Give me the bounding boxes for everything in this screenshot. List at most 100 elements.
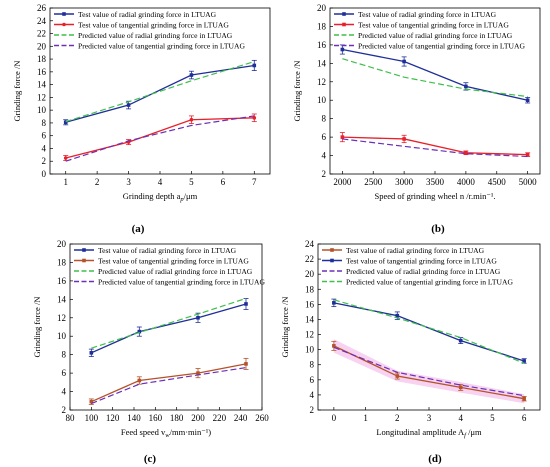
y-tick-label: 8 [322, 114, 327, 124]
data-point [252, 63, 257, 68]
series-line-3 [333, 346, 525, 397]
data-point [332, 344, 336, 348]
data-point [137, 329, 142, 334]
x-axis-label-unit: /μm [466, 427, 482, 437]
panel-label: (c) [144, 453, 157, 465]
y-tick-label: 18 [317, 21, 327, 31]
x-axis-label-sub: w [165, 432, 170, 439]
legend-marker [342, 22, 346, 27]
y-tick-label: 18 [57, 257, 67, 267]
x-axis-label-main: Grinding depth a [123, 191, 181, 201]
y-tick-label: 14 [305, 314, 315, 324]
legend-marker [62, 22, 66, 27]
y-tick-label: 2 [322, 169, 327, 179]
x-tick-label: 260 [255, 413, 269, 423]
x-tick-label: 160 [149, 413, 163, 423]
x-tick-label: 120 [106, 413, 120, 423]
legend-marker [82, 248, 86, 252]
y-tick-label: 16 [57, 276, 67, 286]
x-tick-label: 6 [522, 413, 527, 423]
x-tick-label: 220 [213, 413, 227, 423]
x-axis-label: Feed speed vw/mm·min⁻¹) [121, 427, 211, 439]
x-axis-label: Longitudinal amplitude Af /μm [376, 427, 482, 439]
plot-frame [69, 243, 263, 411]
y-tick-label: 16 [37, 67, 47, 77]
series-line-1 [91, 303, 247, 354]
x-tick-label: 2 [395, 413, 400, 423]
x-tick-label: 200 [191, 413, 205, 423]
data-point [63, 120, 68, 125]
x-axis-label-main: Feed speed v [121, 427, 166, 437]
series-line-4 [342, 138, 528, 158]
data-point [402, 137, 406, 141]
y-tick-label: 20 [57, 239, 67, 249]
y-axis-label: Grinding force /N [280, 297, 290, 358]
data-point [252, 116, 257, 120]
y-tick-label: 6 [62, 368, 67, 378]
data-point [395, 374, 400, 378]
data-point [137, 378, 142, 383]
y-tick-label: 12 [57, 313, 66, 323]
y-tick-label: 10 [305, 345, 315, 355]
series-line-1 [342, 48, 528, 101]
y-axis-label: Grinding force /N [32, 297, 42, 358]
series-line-4 [333, 299, 525, 364]
legend-label: Predicted value of radial grinding force… [98, 267, 253, 276]
x-tick-label: 5000 [519, 177, 538, 187]
legend-marker [330, 258, 334, 263]
data-point [189, 73, 194, 77]
x-tick-label: 0 [332, 413, 337, 423]
x-tick-label: 80 [66, 413, 76, 423]
panel-label: (b) [431, 223, 445, 235]
legend-marker [330, 248, 334, 252]
y-tick-label: 16 [305, 299, 315, 309]
legend-label: Predicted value of radial grinding force… [78, 31, 233, 40]
x-tick-label: 1 [363, 413, 368, 423]
series-line-3 [91, 297, 247, 349]
y-tick-label: 4 [62, 387, 67, 397]
legend-label: Test value of radial grinding force in L… [346, 246, 485, 255]
x-tick-label: 4500 [488, 177, 507, 187]
y-tick-label: 12 [305, 330, 314, 340]
y-tick-label: 4 [42, 143, 47, 153]
x-tick-label: 4 [458, 413, 463, 423]
y-tick-label: 14 [37, 80, 47, 90]
y-axis-label: Grinding force /N [12, 61, 22, 122]
y-tick-label: 2 [310, 405, 315, 415]
series-line-2 [342, 136, 528, 156]
data-point [196, 315, 200, 320]
legend-label: Predicted value of tangential grinding f… [78, 42, 245, 51]
legend-marker [62, 12, 66, 16]
x-axis-label-sub: f [464, 432, 467, 439]
panel-label: (a) [132, 223, 145, 235]
series-line-4 [65, 115, 255, 162]
x-axis-label-main: Longitudinal amplitude A [376, 427, 465, 437]
legend-label: Test value of radial grinding force in L… [78, 10, 217, 19]
y-tick-label: 24 [305, 239, 315, 249]
y-tick-label: 18 [37, 54, 47, 64]
y-tick-label: 12 [37, 92, 46, 102]
x-tick-label: 3 [427, 413, 432, 423]
legend-label: Predicted value of tangential grinding f… [346, 278, 513, 287]
chart-panel-3: 80 100 120 140 160 180 200 220 240 260 2 4 6 8 10 12 14 1… [32, 239, 269, 439]
data-point [525, 152, 530, 157]
x-tick-label: 4 [158, 177, 163, 187]
y-tick-label: 4 [322, 151, 327, 161]
data-point [189, 117, 194, 122]
x-axis-label-sub: p [179, 196, 184, 203]
data-point [340, 135, 345, 139]
data-point [522, 396, 526, 401]
data-point [340, 47, 345, 52]
data-point [458, 338, 463, 343]
data-point [244, 302, 248, 306]
x-tick-label: 4000 [457, 177, 476, 187]
legend-label: Test value of tangential grinding force … [78, 21, 229, 30]
x-tick-label: 100 [85, 413, 99, 423]
x-axis-label-unit: /μm [184, 191, 198, 201]
data-point [89, 399, 94, 404]
y-tick-label: 6 [310, 375, 315, 385]
x-axis-label: Speed of grinding wheel n /r.min⁻¹. [374, 191, 495, 201]
legend-label: Predicted value of radial grinding force… [358, 31, 513, 40]
